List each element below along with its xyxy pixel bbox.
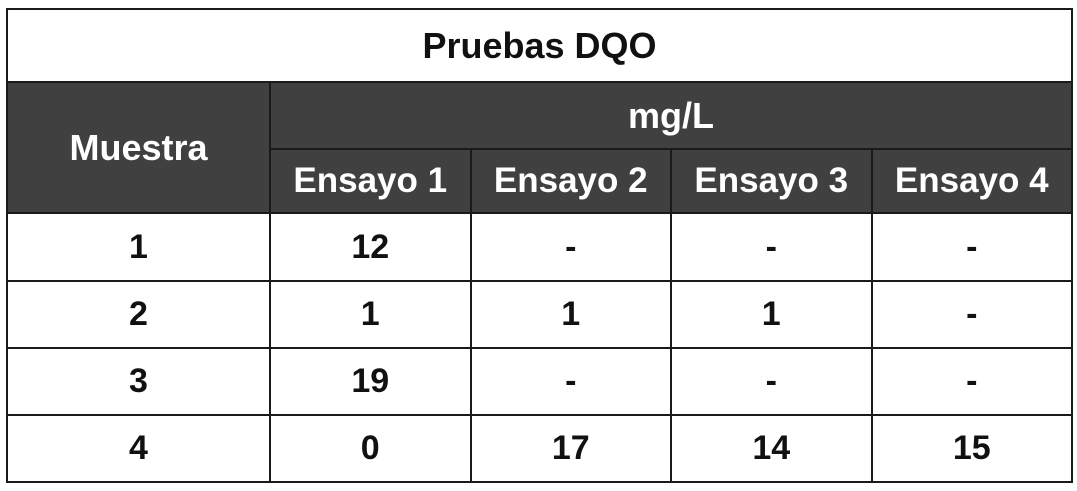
units-header: mg/L (269, 81, 1073, 151)
table-title: Pruebas DQO (6, 7, 1073, 84)
dqo-table: Pruebas DQO Muestra mg/L Ensayo 1 Ensayo… (6, 7, 1073, 484)
units-header-row: Muestra mg/L (6, 81, 1073, 215)
ensayo-header-2: Ensayo 2 (469, 148, 672, 215)
value-cell: 12 (269, 212, 472, 282)
value-cell: 15 (870, 413, 1073, 484)
ensayo-header-row: Ensayo 1 Ensayo 2 Ensayo 3 Ensayo 4 (7, 148, 1073, 215)
value-cell: 19 (269, 346, 472, 416)
table-row: 3 19 - - - (6, 346, 1073, 416)
muestra-cell: 4 (6, 413, 271, 484)
value-cell: - (870, 212, 1073, 282)
value-cell: 17 (469, 413, 672, 484)
muestra-cell: 2 (6, 279, 271, 349)
table-row: 4 0 17 14 15 (6, 413, 1073, 484)
ensayo-header-1: Ensayo 1 (269, 148, 472, 215)
muestra-header: Muestra (6, 81, 271, 215)
title-row: Pruebas DQO (6, 7, 1073, 84)
value-cell: - (870, 346, 1073, 416)
value-cell: - (670, 212, 873, 282)
table-row: 2 1 1 1 - (6, 279, 1073, 349)
value-cell: 14 (670, 413, 873, 484)
value-cell: - (469, 212, 672, 282)
value-cell: 1 (469, 279, 672, 349)
value-cell: - (670, 346, 873, 416)
value-cell: - (469, 346, 672, 416)
ensayo-header-3: Ensayo 3 (670, 148, 873, 215)
table-row: 1 12 - - - (6, 212, 1073, 282)
value-cell: 1 (269, 279, 472, 349)
muestra-cell: 3 (6, 346, 271, 416)
value-cell: 1 (670, 279, 873, 349)
muestra-cell: 1 (6, 212, 271, 282)
ensayo-header-4: Ensayo 4 (870, 148, 1073, 215)
value-cell: - (870, 279, 1073, 349)
value-cell: 0 (269, 413, 472, 484)
